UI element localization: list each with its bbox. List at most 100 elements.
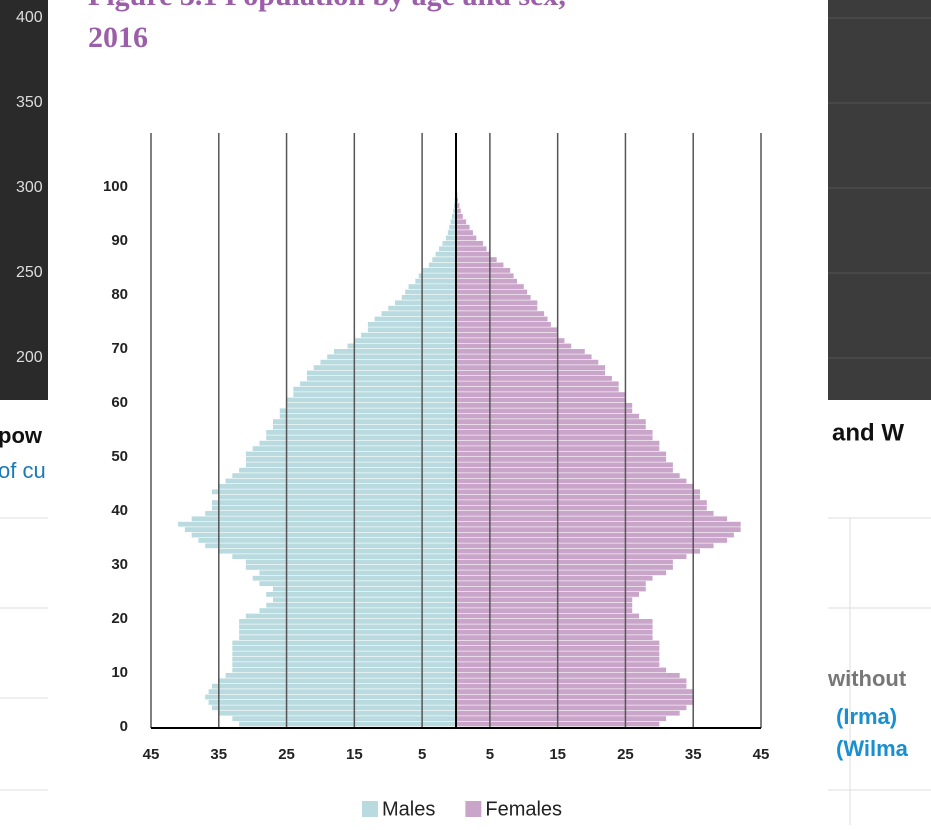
- x-tick-label: 25: [617, 746, 634, 763]
- bar: [232, 662, 456, 667]
- bar: [456, 430, 653, 435]
- bar: [239, 635, 456, 640]
- bar: [456, 300, 538, 306]
- bar: [184, 527, 456, 532]
- bar: [456, 629, 653, 635]
- bar: [456, 532, 734, 538]
- bar: [456, 262, 504, 268]
- bar: [245, 565, 456, 570]
- bar: [456, 257, 497, 262]
- bar: [212, 683, 456, 689]
- bar: [456, 619, 653, 624]
- bar: [456, 548, 700, 554]
- bar: [456, 343, 572, 349]
- bar: [218, 710, 456, 716]
- bar: [456, 354, 592, 360]
- bar: [456, 332, 558, 338]
- bar: [456, 322, 551, 327]
- bar: [286, 397, 456, 403]
- bar: [218, 494, 456, 500]
- bar: [259, 440, 456, 446]
- right-dark-chart: [820, 0, 931, 400]
- bar: [205, 511, 456, 516]
- bar: [218, 548, 456, 554]
- bar: [279, 413, 456, 419]
- bar: [208, 700, 456, 705]
- bar: [456, 413, 639, 419]
- bar: [456, 268, 511, 273]
- bar: [354, 338, 456, 343]
- bar: [456, 575, 653, 581]
- pyramid: 45 35 25 15 5 5 15 25 35 45 0 10 20 30 40 50 60 70 80 90 100…: [103, 133, 769, 820]
- bar: [456, 554, 687, 559]
- bar: [456, 694, 694, 700]
- bar: [456, 381, 619, 387]
- bar: [456, 484, 694, 489]
- bar: [456, 689, 694, 694]
- bar: [279, 408, 456, 414]
- bar: [232, 473, 456, 478]
- bar: [456, 467, 673, 473]
- bar: [453, 203, 456, 208]
- bar: [456, 219, 467, 225]
- bg-text: (Wilma: [836, 736, 909, 761]
- bar: [415, 278, 456, 284]
- bar: [456, 673, 680, 678]
- bar: [449, 224, 456, 230]
- bar: [456, 273, 514, 279]
- bar: [422, 268, 456, 273]
- bar: [456, 667, 667, 673]
- bar: [456, 397, 626, 403]
- bar: [456, 241, 484, 246]
- bar: [456, 327, 558, 333]
- x-tick-label: 35: [685, 746, 702, 763]
- bar: [456, 597, 633, 603]
- bar: [456, 376, 612, 381]
- bar: [451, 214, 456, 219]
- bar: [266, 592, 456, 597]
- bar: [239, 629, 456, 635]
- right-grid: [820, 17, 931, 359]
- bar: [334, 349, 456, 354]
- bar: [191, 516, 456, 522]
- legend-swatch: [362, 801, 378, 817]
- x-tick-label: 35: [210, 746, 227, 763]
- bar: [212, 505, 456, 511]
- bar: [418, 273, 456, 279]
- bar: [456, 462, 673, 468]
- bar: [245, 559, 456, 565]
- bar: [456, 683, 687, 689]
- bar: [191, 532, 456, 538]
- bar: [456, 365, 606, 370]
- x-tick-label: 45: [143, 746, 160, 763]
- bar: [456, 635, 653, 640]
- bar: [259, 608, 456, 613]
- bar: [456, 305, 538, 311]
- bar: [293, 392, 456, 397]
- bar: [456, 565, 673, 570]
- bar: [405, 289, 456, 295]
- chart-title: Figure 3.1 Population by age and sex,: [88, 0, 566, 12]
- bar: [225, 673, 456, 678]
- bar: [456, 197, 459, 203]
- bar: [266, 435, 456, 441]
- bar: [178, 521, 456, 527]
- bar: [367, 322, 456, 327]
- bar: [447, 230, 456, 235]
- bar: [245, 457, 456, 462]
- bar: [273, 597, 456, 603]
- bar: [273, 419, 456, 424]
- y-tick-label: 10: [111, 664, 128, 681]
- bar: [456, 359, 599, 365]
- bar: [212, 489, 456, 495]
- bar: [218, 678, 456, 684]
- bar: [367, 327, 456, 333]
- bar: [456, 678, 687, 684]
- bar: [232, 716, 456, 721]
- bar: [456, 295, 531, 300]
- y-tick-label: 20: [111, 610, 128, 627]
- bar: [456, 710, 680, 716]
- bg-tick: 400: [16, 9, 43, 26]
- bar: [456, 613, 639, 619]
- bar: [395, 300, 456, 306]
